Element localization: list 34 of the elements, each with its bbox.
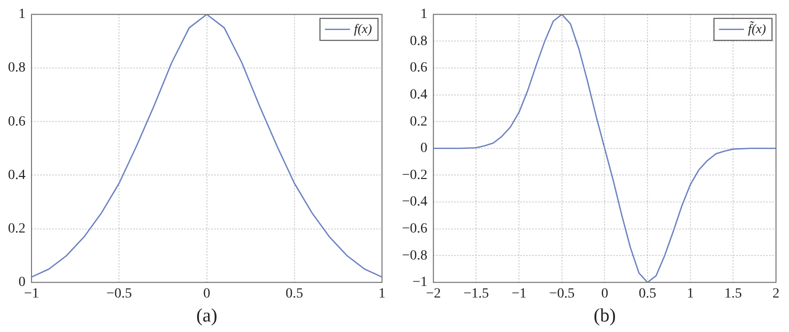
x-tick-label: 2 xyxy=(772,286,780,302)
y-tick-label: 0.8 xyxy=(410,34,428,49)
x-tick-label: −2 xyxy=(426,286,441,302)
y-tick-label: 0.8 xyxy=(8,60,26,76)
y-tick-label: −0.2 xyxy=(402,168,428,183)
y-tick-label: −0.6 xyxy=(402,221,428,236)
y-tick-label: 0.6 xyxy=(8,114,26,130)
y-tick-label: 0 xyxy=(420,141,428,156)
x-axis-title: (b) xyxy=(594,306,616,327)
x-tick-label: 1 xyxy=(686,286,694,302)
y-tick-label: 0.4 xyxy=(8,168,26,183)
x-axis-title: (a) xyxy=(196,306,218,327)
x-tick-label: 1 xyxy=(378,286,386,302)
y-tick-label: 1 xyxy=(420,7,428,22)
y-tick-label: 1 xyxy=(18,7,26,22)
legend-label: f̃(x) xyxy=(748,20,766,36)
y-tick-label: −1 xyxy=(412,275,428,290)
y-tick-label: 0.2 xyxy=(8,221,26,236)
legend-label: f(x) xyxy=(354,20,372,36)
y-tick-label: 0.2 xyxy=(410,114,428,130)
x-tick-label: 0 xyxy=(203,286,210,302)
x-tick-label: −1.5 xyxy=(464,286,489,302)
x-tick-label: 0 xyxy=(601,286,608,302)
x-tick-label: 0.5 xyxy=(638,286,656,302)
y-tick-label: 0 xyxy=(18,275,26,290)
x-tick-label: −1 xyxy=(512,286,526,302)
y-tick-label: −0.8 xyxy=(402,248,428,264)
x-tick-label: −0.5 xyxy=(549,286,575,302)
y-tick-label: 0.6 xyxy=(410,60,428,76)
x-tick-label: 1.5 xyxy=(724,286,742,302)
x-tick-label: −0.5 xyxy=(106,286,132,302)
x-tick-label: 0.5 xyxy=(286,286,304,302)
y-tick-label: 0.4 xyxy=(410,87,428,102)
y-tick-label: −0.4 xyxy=(402,194,428,210)
